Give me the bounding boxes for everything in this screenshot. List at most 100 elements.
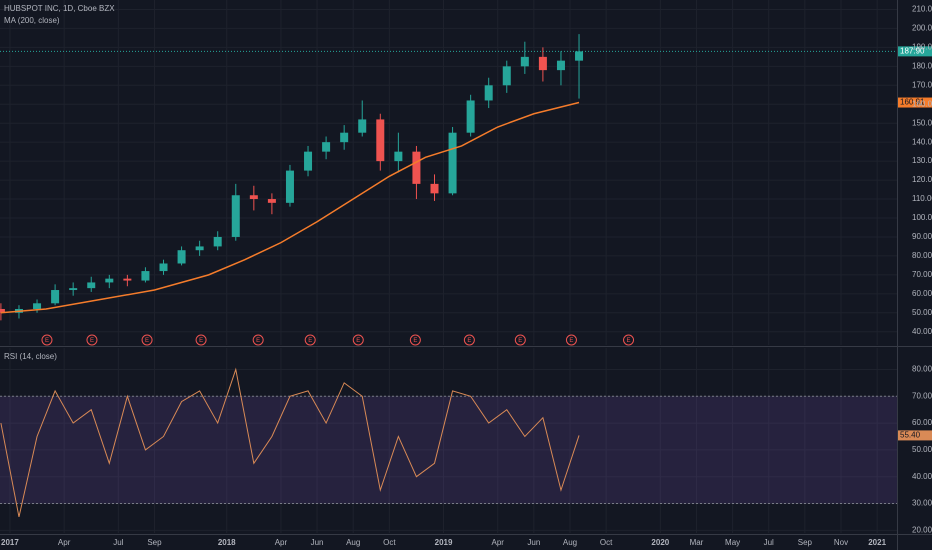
price-tag-label: 55.40 [900,431,921,440]
y-tick-label: 60.00 [912,289,932,298]
candle-body [358,119,367,133]
x-tick-label: Nov [834,538,848,547]
x-tick-label: Apr [275,538,288,547]
earnings-marker [41,334,53,346]
candle-body [285,170,294,203]
x-tick-label: 2018 [218,538,236,547]
y-tick-label: 70.00 [912,391,932,400]
candle-body [304,151,313,171]
x-tick-label: Mar [690,538,704,547]
candle-body [195,246,204,251]
candle-body [556,60,565,71]
y-tick-label: 80.00 [912,251,932,260]
x-tick-label: 2020 [651,538,669,547]
candle-body [87,282,96,289]
candle-body [394,151,403,162]
candle-body [267,199,276,203]
candle-body [159,263,168,272]
earnings-marker [141,334,153,346]
y-tick-label: 80.00 [912,365,932,374]
x-tick-label: May [725,538,740,547]
y-tick-label: 60.00 [912,418,932,427]
candle-body [448,132,457,194]
y-tick-label: 110.00 [912,194,932,203]
y-tick-label: 90.00 [912,232,932,241]
earnings-label: E [467,338,471,344]
earnings-label: E [145,338,149,344]
y-tick-label: 170.00 [912,80,932,89]
y-tick-label: 70.00 [912,270,932,279]
y-tick-label: 40.00 [912,472,932,481]
earnings-marker [514,334,526,346]
x-tick-label: 2017 [1,538,19,547]
earnings-label: E [256,338,260,344]
y-tick-label: 200.00 [912,24,932,33]
x-tick-label: Aug [346,538,360,547]
earnings-label: E [518,338,522,344]
x-tick-label: Sep [147,538,162,547]
y-tick-label: 30.00 [912,499,932,508]
x-tick-label: 2019 [435,538,453,547]
candle-body [430,183,439,194]
candle-body [484,85,493,101]
y-tick-label: 210.00 [912,5,932,14]
earnings-label: E [627,338,631,344]
y-tick-label: 150.00 [912,118,932,127]
candle-body [51,290,60,304]
x-tick-label: Sep [798,538,813,547]
earnings-marker [463,334,475,346]
y-tick-label: 160.00 [912,99,932,108]
price-tag [898,46,932,57]
earnings-marker [304,334,316,346]
earnings-marker [352,334,364,346]
price-tag-label: 160.91 [900,98,925,107]
indicator-title: RSI (14, close) [4,352,57,361]
candle-body [412,151,421,184]
x-tick-label: Oct [383,538,396,547]
earnings-marker [86,334,98,346]
x-tick-label: Apr [58,538,71,547]
candle-body [340,132,349,143]
earnings-marker [195,334,207,346]
y-tick-label: 120.00 [912,175,932,184]
candle-body [520,56,529,67]
y-tick-label: 40.00 [912,327,932,336]
y-tick-label: 100.00 [912,213,932,222]
y-tick-label: 190.00 [912,42,932,51]
earnings-label: E [356,338,360,344]
candle-body [538,56,547,71]
earnings-marker [565,334,577,346]
x-tick-label: Jul [113,538,123,547]
earnings-marker [409,334,421,346]
candle-body [123,278,132,281]
earnings-label: E [45,338,49,344]
rsi-line [0,367,580,518]
candle-body [231,195,240,237]
candle-body [105,278,114,283]
x-tick-label: Jul [764,538,774,547]
x-tick-label: Jun [311,538,324,547]
earnings-label: E [90,338,94,344]
candle-body [33,303,42,309]
earnings-label: E [308,338,312,344]
price-tag [898,97,932,108]
candle-body [575,51,584,61]
x-tick-label: Oct [600,538,613,547]
price-tag-label: 187.90 [900,46,925,55]
candle-body [466,100,475,133]
candle-body [249,195,258,200]
plot: 160.91 187.90 E E E E E E E E E E E E 55.40 [0,0,932,533]
y-tick-label: 20.00 [912,525,932,534]
y-tick-label: 50.00 [912,308,932,317]
earnings-marker [252,334,264,346]
earnings-label: E [569,338,573,344]
earnings-label: E [199,338,203,344]
x-tick-label: Apr [492,538,505,547]
earnings-marker [623,334,635,346]
candle-body [177,250,186,264]
indicator-title: MA (200, close) [4,16,60,25]
rsi-band [0,396,897,504]
chart-title: HUBSPOT INC, 1D, Cboe BZX [4,4,115,13]
candle-body [376,119,385,162]
candle-body [213,236,222,247]
